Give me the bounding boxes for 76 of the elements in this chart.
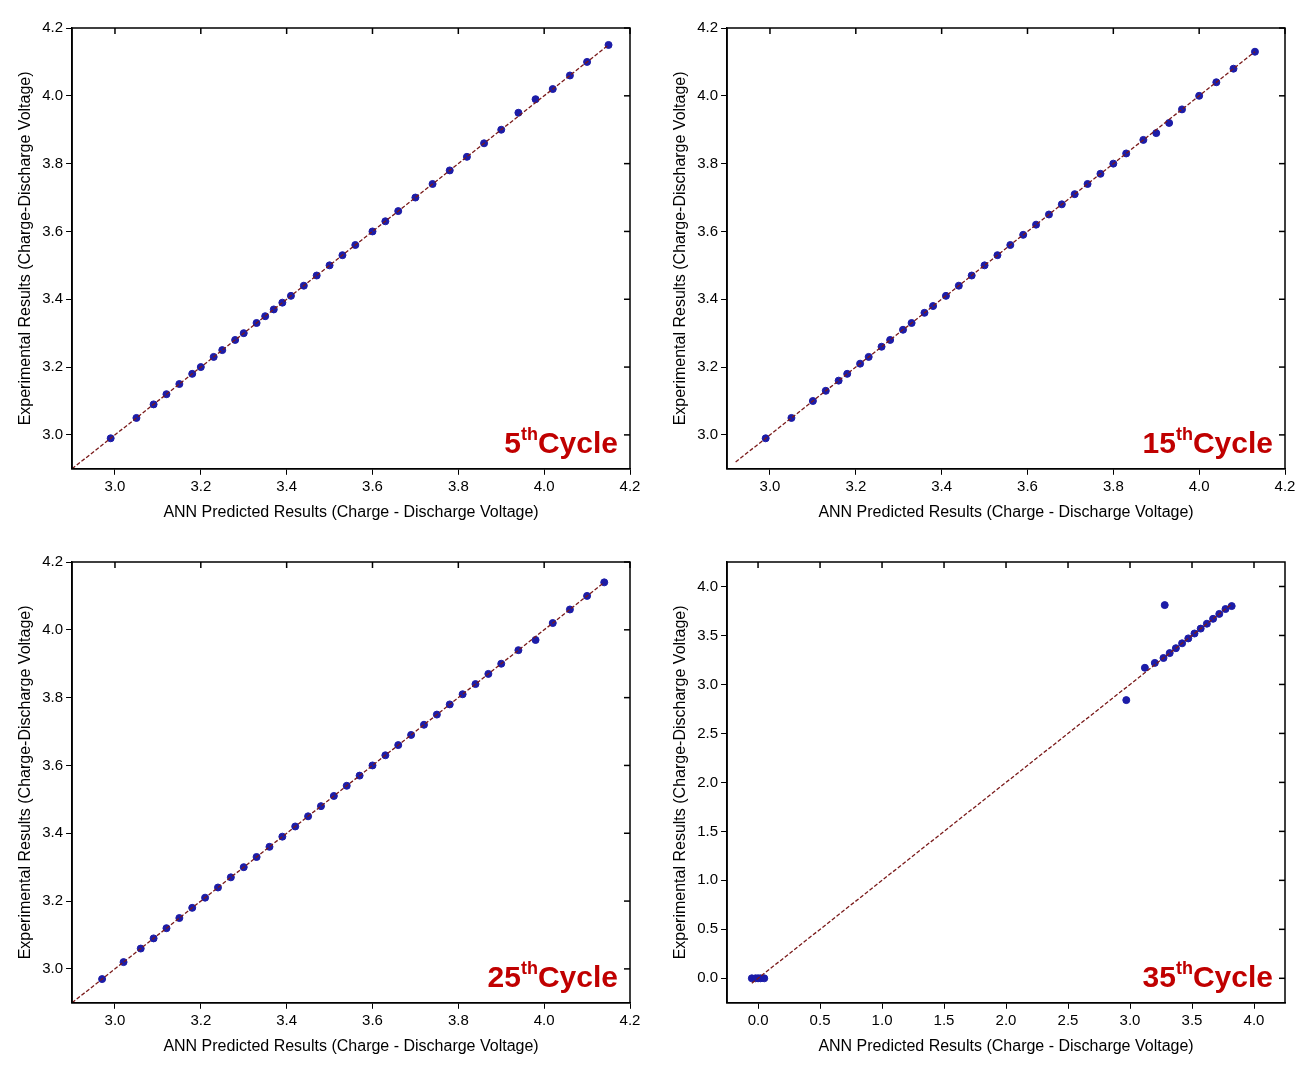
x-tick-label: 3.6 — [362, 476, 383, 494]
x-axis-title: ANN Predicted Results (Charge - Discharge Voltage) — [163, 1036, 539, 1054]
x-tick-label: 4.0 — [533, 476, 555, 494]
y-axis-title: Experimental Results (Charge-Discharge Voltage) — [16, 605, 34, 960]
y-tick-label: 3.2 — [697, 357, 719, 375]
y-axis-title: Experimental Results (Charge-Discharge Voltage) — [671, 605, 689, 960]
x-tick-label: 4.0 — [1243, 1010, 1265, 1028]
x-axis-title: ANN Predicted Results (Charge - Discharge Voltage) — [163, 502, 539, 520]
y-tick-label: 3.6 — [697, 221, 719, 239]
x-tick-label: 3.8 — [447, 1010, 469, 1028]
x-tick-label: 3.4 — [276, 476, 298, 494]
y-tick-label: 4.0 — [697, 576, 719, 594]
x-tick-label: 3.6 — [1017, 476, 1038, 494]
y-tick-label: 3.8 — [697, 153, 719, 171]
x-tick-label: 3.8 — [1102, 476, 1124, 494]
point — [1152, 129, 1161, 138]
y-tick-label: 3.0 — [697, 674, 719, 692]
x-tick-label: 4.2 — [619, 476, 641, 494]
y-tick-label: 0.0 — [697, 968, 719, 986]
point — [1160, 601, 1169, 610]
y-tick-label: 3.4 — [697, 289, 719, 307]
point — [600, 578, 609, 587]
x-tick-label: 3.6 — [362, 1010, 383, 1028]
x-tick-label: 4.2 — [619, 1010, 641, 1028]
y-tick-label: 4.0 — [42, 619, 64, 637]
y-tick-label: 3.0 — [697, 425, 719, 443]
x-tick-label: 3.8 — [447, 476, 469, 494]
x-tick-label: 4.2 — [1274, 476, 1296, 494]
x-tick-label: 0.5 — [809, 1010, 831, 1028]
y-tick-label: 3.4 — [42, 823, 64, 841]
x-tick-label: 3.2 — [845, 476, 867, 494]
y-tick-label: 3.8 — [42, 687, 64, 705]
y-tick-label: 3.4 — [42, 289, 64, 307]
x-tick-label: 1.0 — [871, 1010, 893, 1028]
x-tick-label: 3.0 — [104, 476, 126, 494]
x-tick-label: 3.2 — [190, 476, 212, 494]
point — [604, 40, 613, 49]
y-tick-label: 3.5 — [697, 625, 719, 643]
x-tick-label: 4.0 — [533, 1010, 555, 1028]
point — [1122, 696, 1131, 705]
y-tick-label: 1.5 — [697, 821, 719, 839]
y-tick-label: 3.8 — [42, 153, 64, 171]
y-axis-title: Experimental Results (Charge-Discharge Voltage) — [671, 71, 689, 426]
x-tick-label: 2.0 — [995, 1010, 1017, 1028]
x-axis-title: ANN Predicted Results (Charge - Discharge Voltage) — [818, 1036, 1194, 1054]
x-tick-label: 1.5 — [933, 1010, 955, 1028]
y-tick-label: 4.0 — [42, 85, 64, 103]
y-tick-label: 2.5 — [697, 723, 719, 741]
y-tick-label: 3.0 — [42, 959, 64, 977]
x-tick-label: 3.4 — [276, 1010, 298, 1028]
y-tick-label: 4.0 — [697, 85, 719, 103]
y-tick-label: 3.0 — [42, 425, 64, 443]
y-tick-label: 3.2 — [42, 891, 64, 909]
y-tick-label: 1.0 — [697, 870, 719, 888]
y-tick-label: 4.2 — [42, 18, 64, 36]
y-axis-title: Experimental Results (Charge-Discharge Voltage) — [16, 71, 34, 426]
point — [1140, 663, 1149, 672]
x-tick-label: 3.2 — [190, 1010, 212, 1028]
x-tick-label: 3.5 — [1181, 1010, 1203, 1028]
y-tick-label: 4.2 — [697, 18, 719, 36]
y-tick-label: 3.6 — [42, 221, 64, 239]
point — [1250, 47, 1259, 56]
x-tick-label: 3.0 — [759, 476, 781, 494]
x-tick-label: 3.0 — [1119, 1010, 1141, 1028]
x-tick-label: 3.0 — [104, 1010, 126, 1028]
y-tick-label: 3.6 — [42, 755, 64, 773]
x-tick-label: 4.0 — [1188, 476, 1210, 494]
x-tick-label: 3.4 — [931, 476, 953, 494]
x-tick-label: 0.0 — [747, 1010, 769, 1028]
y-tick-label: 4.2 — [42, 552, 64, 570]
point — [1165, 118, 1174, 127]
x-axis-title: ANN Predicted Results (Charge - Discharge Voltage) — [818, 502, 1194, 520]
y-tick-label: 3.2 — [42, 357, 64, 375]
y-tick-label: 2.0 — [697, 772, 719, 790]
x-tick-label: 2.5 — [1057, 1010, 1079, 1028]
y-tick-label: 0.5 — [697, 919, 719, 937]
